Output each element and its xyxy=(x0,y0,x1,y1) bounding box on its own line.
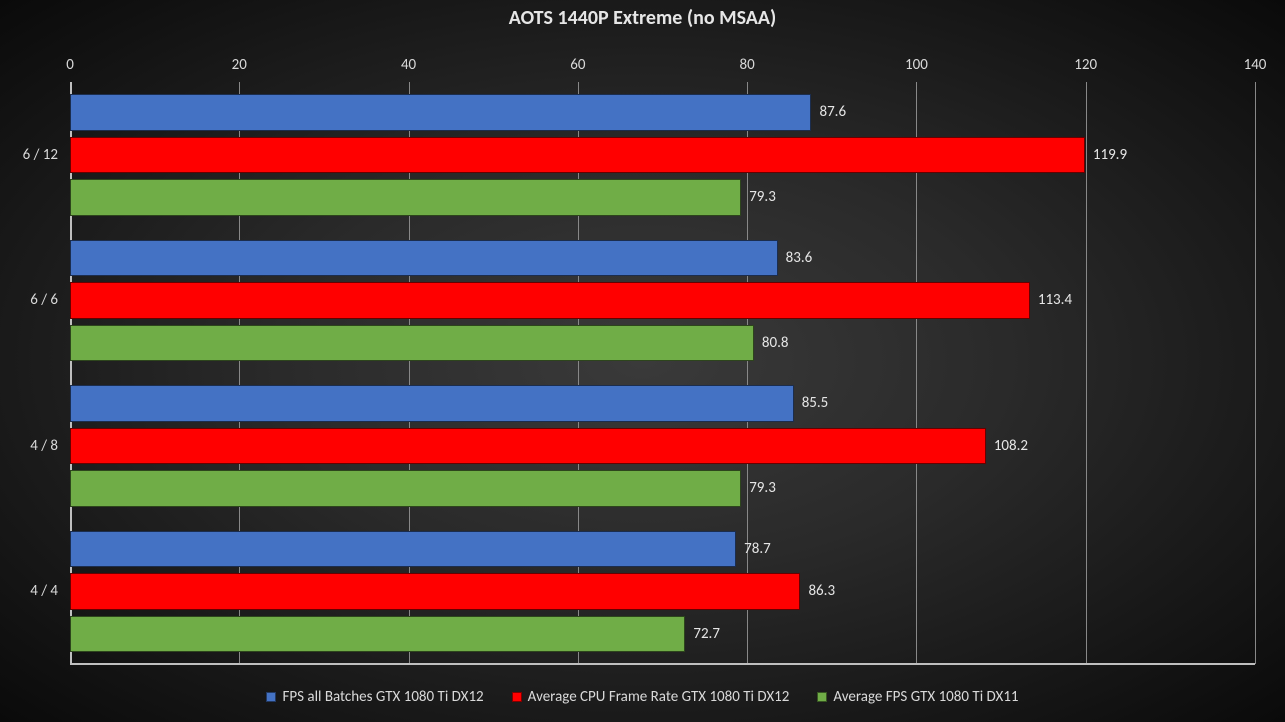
data-label: 80.8 xyxy=(762,334,789,352)
legend-label: FPS all Batches GTX 1080 Ti DX12 xyxy=(282,688,483,706)
legend-item: Average FPS GTX 1080 Ti DX11 xyxy=(817,688,1018,706)
y-category-label: 6 / 6 xyxy=(30,291,58,309)
data-label: 79.3 xyxy=(749,479,776,497)
bar xyxy=(70,179,741,216)
legend: FPS all Batches GTX 1080 Ti DX12 Average … xyxy=(0,688,1285,706)
gridline xyxy=(1255,82,1256,664)
legend-swatch xyxy=(817,692,827,702)
x-tick-label: 40 xyxy=(401,56,416,74)
chart-container: AOTS 1440P Extreme (no MSAA) 0 20 40 60 80 10… xyxy=(0,0,1285,722)
data-label: 87.6 xyxy=(819,103,846,121)
data-label: 119.9 xyxy=(1093,146,1127,164)
data-label: 108.2 xyxy=(994,437,1028,455)
bar xyxy=(70,137,1085,174)
data-label: 78.7 xyxy=(744,540,771,558)
x-tick-label: 80 xyxy=(740,56,755,74)
data-label: 85.5 xyxy=(802,394,829,412)
data-label: 79.3 xyxy=(749,188,776,206)
data-label: 83.6 xyxy=(786,249,813,267)
x-tick-label: 0 xyxy=(66,56,74,74)
data-label: 86.3 xyxy=(808,582,835,600)
bar xyxy=(70,573,800,610)
legend-label: Average FPS GTX 1080 Ti DX11 xyxy=(833,688,1018,706)
legend-swatch xyxy=(266,692,276,702)
x-axis-line xyxy=(70,663,1255,665)
legend-item: FPS all Batches GTX 1080 Ti DX12 xyxy=(266,688,483,706)
bar xyxy=(70,470,741,507)
gridline xyxy=(1086,82,1087,664)
y-category-label: 4 / 8 xyxy=(30,437,58,455)
legend-label: Average CPU Frame Rate GTX 1080 Ti DX12 xyxy=(528,688,790,706)
bar xyxy=(70,94,811,131)
data-label: 113.4 xyxy=(1038,291,1072,309)
bar xyxy=(70,531,736,568)
y-category-label: 4 / 4 xyxy=(30,582,58,600)
x-tick-label: 140 xyxy=(1244,56,1267,74)
x-tick-label: 60 xyxy=(570,56,585,74)
bar xyxy=(70,616,685,653)
legend-swatch xyxy=(512,692,522,702)
bar xyxy=(70,282,1030,319)
legend-item: Average CPU Frame Rate GTX 1080 Ti DX12 xyxy=(512,688,790,706)
x-tick-label: 120 xyxy=(1074,56,1097,74)
plot-area: 0204060801001201406 / 1287.6119.979.36 /… xyxy=(70,82,1255,664)
data-label: 72.7 xyxy=(693,625,720,643)
bar xyxy=(70,385,794,422)
chart-title: AOTS 1440P Extreme (no MSAA) xyxy=(0,6,1285,30)
x-tick-label: 100 xyxy=(905,56,928,74)
x-tick-label: 20 xyxy=(232,56,247,74)
bar xyxy=(70,325,754,362)
bar xyxy=(70,428,986,465)
bar xyxy=(70,240,778,277)
y-category-label: 6 / 12 xyxy=(23,146,58,164)
